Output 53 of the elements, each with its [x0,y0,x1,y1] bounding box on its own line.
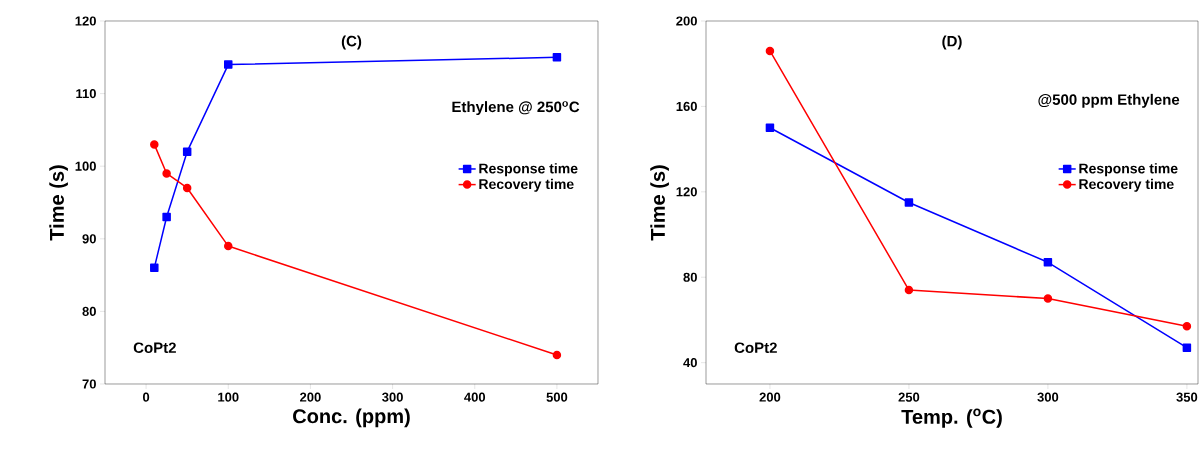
x-axis-title: Conc. (ppm) [293,408,410,428]
x-tick-label: 250 [898,392,920,402]
annotation: CoPt2 [133,342,176,353]
point [1182,343,1192,352]
point [552,53,562,62]
y-tick-label: 120 [75,16,96,26]
y-tick-label: 90 [82,234,96,244]
point [150,140,159,149]
y-tick-label: 40 [683,358,697,368]
x-tick-label: 100 [218,392,239,402]
point [765,46,775,56]
point [904,198,914,207]
point [552,350,562,360]
point [1043,294,1053,303]
x-tick-label: 200 [759,392,781,402]
x-tick-label: 350 [1176,392,1198,402]
x-tick-label: 300 [382,392,403,402]
y-tick-label: 100 [75,161,96,171]
y-tick-label: 160 [676,101,697,112]
annotation: (C) [341,35,362,50]
annotation: Ethylene @ 250$^{o}$C [452,101,580,116]
legend-label: Response time [479,163,578,177]
y-axis-title: Time (s) [49,165,68,241]
y-tick-label: 120 [676,187,697,197]
point [1182,322,1192,331]
legend-label: Response time [1079,163,1178,177]
y-tick-label: 70 [82,379,96,389]
y-tick-label: 200 [676,16,697,26]
x-tick-label: 0 [142,392,150,402]
point [182,183,192,193]
point [224,241,233,251]
point [904,285,914,295]
x-tick-label: 300 [1037,392,1059,402]
x-tick-label: 400 [464,392,486,402]
annotation: CoPt2 [734,342,777,353]
point [1043,258,1053,267]
x-tick-label: 500 [546,392,568,402]
point [162,212,171,222]
legend-label: Recovery time [1079,178,1174,192]
annotation: @500 ppm Ethylene [1038,93,1180,108]
y-tick-label: 110 [76,88,96,99]
annotation: (D) [942,35,962,50]
y-tick-label: 80 [683,272,697,282]
point [150,263,159,273]
y-tick-label: 80 [82,306,96,316]
point [162,169,171,178]
point [182,147,192,156]
y-axis-title: Time (s) [650,165,669,241]
x-tick-label: 200 [300,392,321,402]
point [224,60,233,69]
point [765,123,775,133]
legend-label: Recovery time [479,178,574,192]
x-axis-title: Temp. ($^{o}$C) [901,408,1002,428]
